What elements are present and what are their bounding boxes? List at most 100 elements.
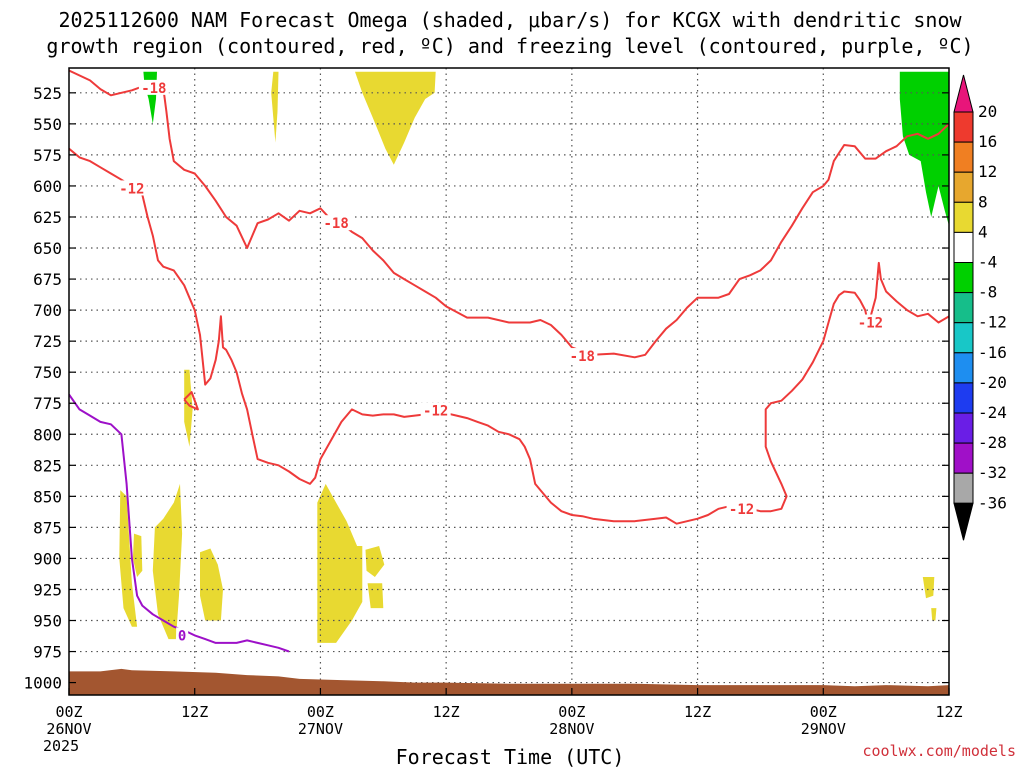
- dgz-label-3: -18: [570, 349, 595, 365]
- colorbar-label-0: 20: [978, 102, 997, 121]
- colorbar-box-9: [953, 352, 974, 384]
- dgz-contour-1: [69, 147, 949, 525]
- omega-region-6: [132, 533, 143, 577]
- x-tick-label-48-2: 28NOV: [549, 720, 594, 738]
- colorbar-box-11: [953, 412, 974, 444]
- y-tick-label-900: 900: [33, 549, 62, 568]
- colorbar-box-10: [953, 382, 974, 414]
- freezing-label-bg-0: [176, 627, 189, 643]
- y-tick-label-950: 950: [33, 612, 62, 631]
- colorbar-box-3: [953, 171, 974, 203]
- dgz-label-2: -18: [323, 216, 348, 232]
- omega-region-8: [200, 548, 223, 621]
- ground-layer: [69, 668, 949, 695]
- dgz-contour-2: [183, 391, 199, 411]
- x-tick-label-72-2: 29NOV: [801, 720, 846, 738]
- x-tick-label-0-1: 00Z: [55, 703, 82, 721]
- y-tick-label-975: 975: [33, 643, 62, 662]
- ground-fill: [69, 668, 949, 695]
- omega-region-4: [184, 369, 193, 447]
- y-tick-label-700: 700: [33, 301, 62, 320]
- freezing-contour-0: [69, 393, 290, 653]
- dgz-label-bg-6: [855, 314, 886, 330]
- x-tick-label-12-1: 12Z: [181, 703, 208, 721]
- dgz-contour-layer: -18 -12 -18 -18 -12 -12 -12: [69, 69, 949, 525]
- colorbar-label-12: -32: [978, 463, 1007, 482]
- y-tick-label-800: 800: [33, 425, 62, 444]
- colorbar-label-6: -8: [978, 283, 997, 302]
- y-tick-label-925: 925: [33, 580, 62, 599]
- dgz-label-bg-4: [420, 402, 451, 418]
- dgz-label-bg-0: [138, 79, 169, 95]
- colorbar-box-6: [953, 262, 974, 294]
- y-tick-label-775: 775: [33, 394, 62, 413]
- colorbar-label-13: -36: [978, 493, 1007, 512]
- y-tick-label-725: 725: [33, 332, 62, 351]
- x-tick-label-48-1: 00Z: [558, 703, 585, 721]
- x-tick-label-24-1: 00Z: [307, 703, 334, 721]
- y-tick-label-625: 625: [33, 208, 62, 227]
- dgz-label-5: -12: [729, 502, 754, 518]
- omega-shading-layer: [119, 71, 949, 643]
- plot-background: [69, 68, 949, 695]
- colorbar-box-5: [953, 231, 974, 263]
- omega-region-12: [922, 577, 935, 599]
- colorbar-box-1: [953, 111, 974, 143]
- omega-region-2: [355, 71, 436, 165]
- y-tick-label-575: 575: [33, 146, 62, 165]
- dgz-contour-0: [69, 69, 949, 359]
- dgz-label-bg-2: [321, 215, 352, 231]
- omega-region-9: [317, 483, 363, 643]
- colorbar-box-4: [953, 201, 974, 233]
- x-tick-label-24-2: 27NOV: [298, 720, 343, 738]
- y-tick-label-1000: 1000: [23, 674, 62, 693]
- colorbar: 20 16 12 8 4 -4 -8 -12 -16 -20 -24 -28 -32 -36: [953, 74, 1007, 541]
- x-tick-label-0-3: 2025: [43, 737, 79, 755]
- x-tick-label-60-1: 12Z: [684, 703, 711, 721]
- colorbar-box-13: [953, 472, 974, 504]
- x-tick-label-36-1: 12Z: [433, 703, 460, 721]
- colorbar-label-7: -12: [978, 313, 1007, 332]
- y-tick-label-875: 875: [33, 518, 62, 537]
- colorbar-label-3: 8: [978, 192, 988, 211]
- x-tick-label-72-1: 00Z: [810, 703, 837, 721]
- colorbar-label-4: 4: [978, 222, 988, 241]
- chart-title-line2: growth region (contoured, red, ºC) and f…: [46, 34, 973, 58]
- colorbar-bottom-triangle: [953, 502, 974, 541]
- plot-frame: [68, 67, 950, 696]
- colorbar-label-8: -16: [978, 343, 1007, 362]
- colorbar-top-triangle: [953, 74, 974, 113]
- y-tick-label-825: 825: [33, 456, 62, 475]
- x-tick-label-0-2: 26NOV: [46, 720, 91, 738]
- freezing-label-0: 0: [178, 628, 186, 644]
- dgz-label-bg-5: [726, 500, 757, 516]
- omega-region-10: [365, 546, 385, 577]
- y-tick-label-600: 600: [33, 177, 62, 196]
- chart-title-line1: 2025112600 NAM Forecast Omega (shaded, μ…: [58, 8, 962, 32]
- colorbar-label-2: 12: [978, 162, 997, 181]
- x-axis-label: Forecast Time (UTC): [396, 745, 625, 768]
- dgz-label-1: -12: [119, 181, 144, 197]
- colorbar-label-1: 16: [978, 132, 997, 151]
- omega-region-1: [271, 71, 279, 143]
- dgz-label-4: -12: [423, 404, 448, 420]
- colorbar-box-7: [953, 292, 974, 324]
- colorbar-box-8: [953, 322, 974, 354]
- omega-region-13: [931, 608, 937, 621]
- omega-region-3: [899, 71, 949, 226]
- dgz-label-bg-3: [567, 348, 598, 364]
- plot-area: -18 -12 -18 -18 -12 -12 -12 0: [68, 67, 950, 696]
- colorbar-label-9: -20: [978, 373, 1007, 392]
- dgz-label-6: -12: [858, 316, 883, 332]
- colorbar-box-12: [953, 442, 974, 474]
- y-tick-label-650: 650: [33, 239, 62, 258]
- dgz-label-bg-1: [116, 180, 147, 196]
- y-tick-label-525: 525: [33, 84, 62, 103]
- y-tick-label-850: 850: [33, 487, 62, 506]
- credit-text: coolwx.com/models: [862, 742, 1016, 760]
- freezing-level-layer: 0: [69, 393, 290, 653]
- y-axis: 525 550 575 600 625 650 675 700 725 750 775 800 825 8…: [23, 84, 949, 693]
- y-tick-label-750: 750: [33, 363, 62, 382]
